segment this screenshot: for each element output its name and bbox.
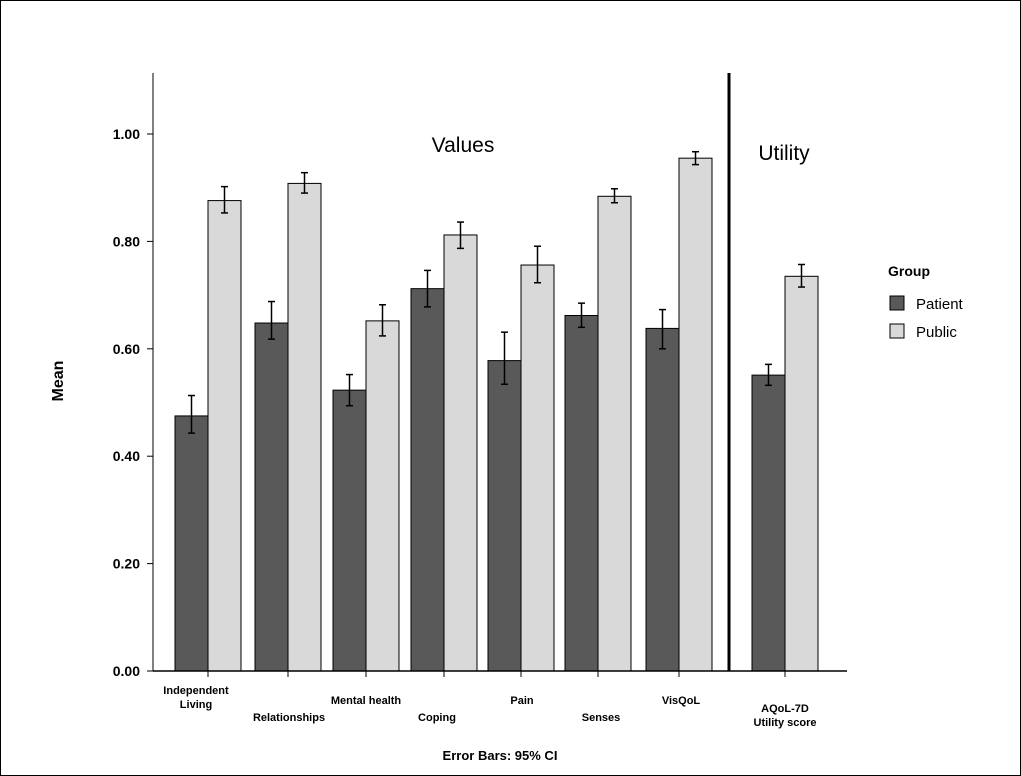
bar-patient — [254, 322, 289, 672]
x-axis: Independent Living Relationships Mental hea… — [153, 670, 847, 729]
bars — [174, 157, 819, 672]
region-label-utility: Utility — [758, 142, 810, 165]
x-tick-label: Pain — [510, 695, 534, 707]
bar-patient — [174, 415, 209, 672]
x-tick-label: Relationships — [253, 712, 325, 724]
legend-swatch-public — [889, 323, 905, 339]
error-bars — [188, 150, 805, 434]
legend: Group Patient Public — [888, 263, 964, 341]
x-tick-label: Coping — [418, 712, 456, 724]
y-tick-label: 1.00 — [113, 126, 140, 142]
bar-public — [678, 157, 713, 672]
legend-swatch-patient — [889, 295, 905, 311]
y-tick-label: 0.60 — [113, 341, 140, 357]
bar-patient — [410, 288, 445, 672]
bar-patient — [332, 389, 367, 672]
y-axis: 0.00 0.20 0.40 0.60 0.80 1.00 — [113, 73, 154, 679]
y-tick-label: 0.00 — [113, 663, 140, 679]
x-tick-label: VisQoL — [662, 695, 701, 707]
bar-public — [443, 234, 478, 672]
bar-patient — [645, 327, 680, 672]
bar-patient — [751, 374, 786, 672]
x-tick-label: Senses — [582, 712, 621, 724]
legend-label-patient: Patient — [916, 296, 964, 313]
y-tick-label: 0.20 — [113, 556, 140, 572]
bar-public — [287, 182, 322, 672]
y-axis-title: Mean — [50, 361, 67, 402]
bar-public — [597, 195, 632, 672]
x-tick-label: Mental health — [331, 695, 402, 707]
y-tick-label: 0.80 — [113, 233, 140, 249]
bar-patient — [564, 315, 599, 672]
legend-label-public: Public — [916, 324, 957, 341]
bar-patient — [487, 360, 522, 672]
bar-public — [520, 264, 555, 672]
bar-public — [207, 200, 242, 672]
legend-title: Group — [888, 263, 930, 279]
region-label-values: Values — [432, 134, 495, 157]
bar-public — [365, 320, 400, 672]
x-tick-label: AQoL-7D Utility score — [754, 703, 817, 729]
error-bars-note: Error Bars: 95% CI — [443, 748, 558, 763]
y-tick-label: 0.40 — [113, 448, 140, 464]
x-tick-label: Independent Living — [163, 685, 229, 711]
bar-public — [784, 275, 819, 672]
